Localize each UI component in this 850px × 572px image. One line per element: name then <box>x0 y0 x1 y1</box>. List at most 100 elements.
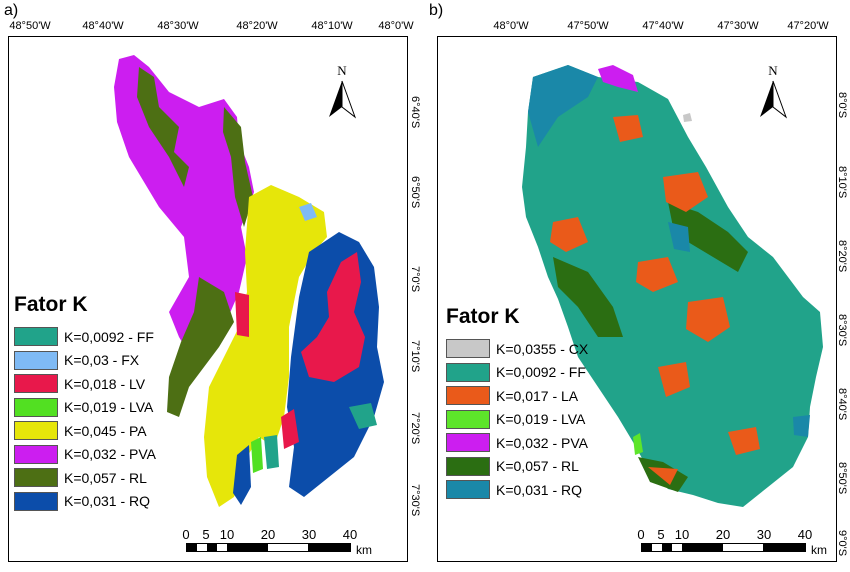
latitude-tick: 6°40'S <box>409 96 421 129</box>
scale-label: 40 <box>342 527 358 542</box>
latitude-tick: 8°20'S <box>836 240 848 273</box>
legend-label: K=0,018 - LV <box>64 375 146 392</box>
soil-erodibility-map <box>114 55 384 507</box>
region-lv <box>281 409 299 449</box>
legend-item: K=0,03 - FX <box>14 349 156 373</box>
map-frame: N Fator K K=0,0355 - CX K=0,0092 - FF K=0,… <box>437 36 837 562</box>
legend-item: K=0,032 - PVA <box>14 443 156 467</box>
scale-label: 20 <box>715 527 731 542</box>
legend-title: Fator K <box>446 305 520 328</box>
legend-item: K=0,0092 - FF <box>14 325 156 349</box>
legend-label: K=0,03 - FX <box>64 352 140 369</box>
legend-item: K=0,017 - LA <box>446 384 588 408</box>
legend-swatch <box>446 386 490 406</box>
legend-label: K=0,032 - PVA <box>64 446 156 463</box>
region-lv <box>301 252 365 382</box>
region-la <box>728 427 760 455</box>
legend-swatch <box>14 374 58 394</box>
legend-swatch <box>446 456 490 476</box>
legend-label: K=0,057 - RL <box>496 458 579 475</box>
legend-label: K=0,045 - PA <box>64 422 147 439</box>
legend-label: K=0,019 - LVA <box>496 411 586 428</box>
scale-label: 20 <box>260 527 276 542</box>
region-lva <box>633 433 643 455</box>
latitude-tick: 8°50'S <box>836 462 848 495</box>
legend-label: K=0,0092 - FF <box>496 364 586 381</box>
region-ff <box>522 65 823 507</box>
scale-label: 10 <box>674 527 690 542</box>
legend-item: K=0,031 - RQ <box>446 478 588 502</box>
legend-label: K=0,019 - LVA <box>64 399 154 416</box>
north-arrow-icon <box>760 80 788 119</box>
map-panel-a: a) 48°50'W 48°40'W 48°30'W 48°20'W 48°10… <box>4 2 421 562</box>
region-fx <box>299 203 317 221</box>
latitude-tick: 7°0'S <box>409 266 421 293</box>
scale-segments <box>186 543 351 552</box>
scale-label: 5 <box>202 527 210 542</box>
region-rl <box>223 107 253 227</box>
latitude-tick: 8°40'S <box>836 388 848 421</box>
legend-item: K=0,0355 - CX <box>446 337 588 361</box>
region-rl <box>668 202 748 272</box>
scale-label: 30 <box>301 527 317 542</box>
longitude-tick: 48°20'W <box>236 20 278 32</box>
latitude-tick: 8°0'S <box>836 92 848 119</box>
legend-label: K=0,0092 - FF <box>64 328 154 345</box>
scale-segments <box>641 543 806 552</box>
region-ff <box>264 435 279 469</box>
legend-item: K=0,019 - LVA <box>446 408 588 432</box>
legend-items: K=0,0355 - CX K=0,0092 - FF K=0,017 - LA K=… <box>446 337 588 502</box>
map-panel-b: b) 48°0'W 47°50'W 47°40'W 47°30'W 47°20'… <box>425 0 850 572</box>
legend-swatch <box>14 491 58 511</box>
latitude-tick: 8°10'S <box>836 166 848 199</box>
legend-label: K=0,0355 - CX <box>496 340 589 357</box>
scale-label: 30 <box>756 527 772 542</box>
legend-label: K=0,057 - RL <box>64 469 147 486</box>
region-lv <box>235 292 249 337</box>
region-pva <box>598 65 638 92</box>
region-rl <box>553 257 623 337</box>
map-frame: N Fator K K=0,0092 - FF K=0,03 - FX K=0,01… <box>8 36 408 562</box>
scale-label: 40 <box>797 527 813 542</box>
legend: Fator K K=0,0355 - CX K=0,0092 - FF K=0,01… <box>446 305 588 502</box>
panel-label: b) <box>429 2 444 19</box>
soil-erodibility-map <box>522 65 823 507</box>
region-la <box>613 115 643 142</box>
legend: Fator K K=0,0092 - FF K=0,03 - FX K=0,018 … <box>14 293 156 513</box>
region-pa <box>204 185 327 507</box>
scale-unit: km <box>811 543 827 557</box>
region-la <box>663 172 708 212</box>
legend-swatch <box>446 362 490 382</box>
legend-swatch <box>14 444 58 464</box>
north-label: N <box>768 63 778 78</box>
longitude-tick: 48°30'W <box>157 20 199 32</box>
legend-label: K=0,031 - RQ <box>64 493 150 510</box>
longitude-tick: 48°50'W <box>9 20 51 32</box>
scale-labels: 0 5 10 20 30 40 <box>637 527 812 543</box>
legend-item: K=0,057 - RL <box>14 466 156 490</box>
latitude-tick: 7°30'S <box>409 484 421 517</box>
longitude-tick: 47°30'W <box>717 20 759 32</box>
legend-item: K=0,019 - LVA <box>14 396 156 420</box>
legend-swatch <box>14 421 58 441</box>
scale-label: 5 <box>657 527 665 542</box>
legend-swatch <box>14 397 58 417</box>
legend-swatch <box>446 433 490 453</box>
latitude-tick: 8°30'S <box>836 314 848 347</box>
scale-label: 0 <box>637 527 645 542</box>
region-la <box>658 362 690 397</box>
legend-item: K=0,031 - RQ <box>14 490 156 514</box>
longitude-tick: 48°40'W <box>82 20 124 32</box>
scale-label: 10 <box>219 527 235 542</box>
region-ff <box>349 403 377 429</box>
region-lva <box>251 437 263 473</box>
region-cx <box>683 113 692 122</box>
legend-item: K=0,032 - PVA <box>446 431 588 455</box>
legend-title: Fator K <box>14 293 88 316</box>
region-rq <box>793 415 810 437</box>
scale-unit: km <box>356 543 372 557</box>
legend-items: K=0,0092 - FF K=0,03 - FX K=0,018 - LV K=0,… <box>14 325 156 513</box>
legend-item: K=0,057 - RL <box>446 455 588 479</box>
north-arrow: N <box>327 63 357 124</box>
legend-item: K=0,018 - LV <box>14 372 156 396</box>
